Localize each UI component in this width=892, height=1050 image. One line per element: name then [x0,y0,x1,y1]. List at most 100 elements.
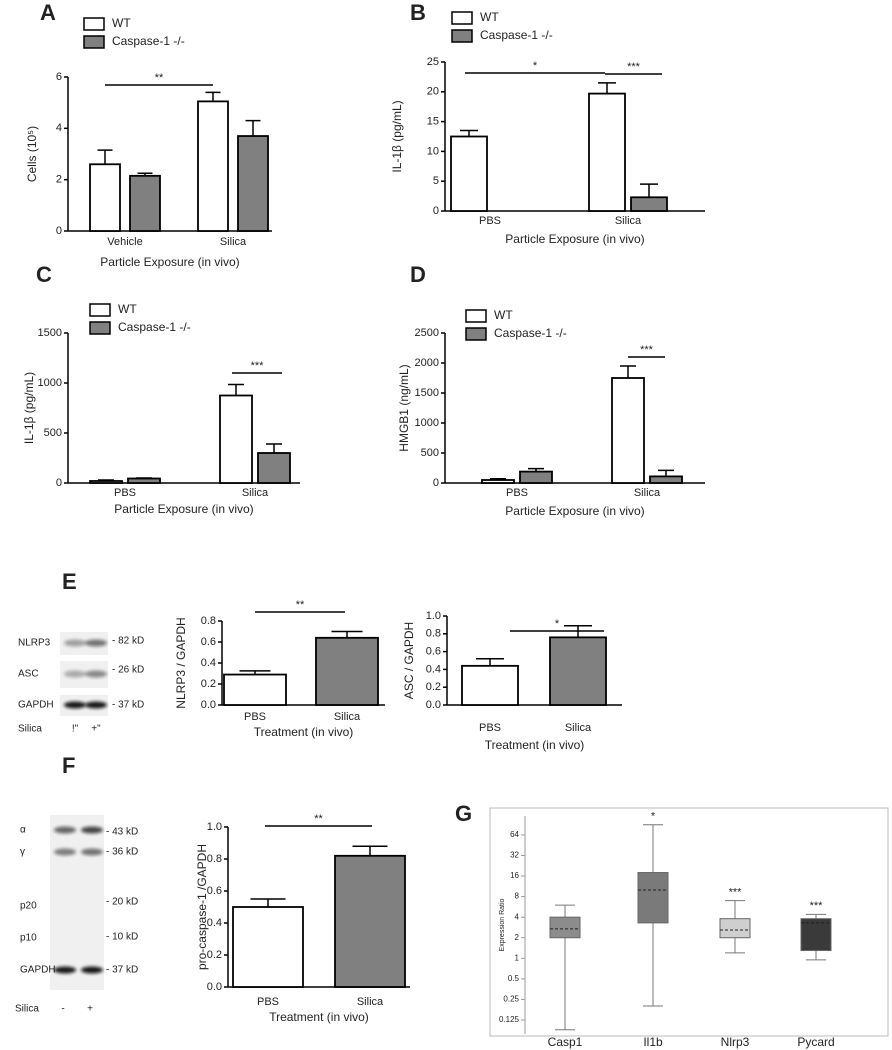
y-tick-label: 500 [44,427,62,439]
blot-band [81,848,103,856]
error-bar [352,845,388,856]
bar [197,100,229,232]
y-tick-label: 1500 [415,387,439,399]
significance-label: ** [155,72,164,84]
blot-size-label: - 26 kD [112,665,144,676]
blot-row-label: GAPDH [20,965,56,976]
y-tick-label: 0.0 [207,981,222,993]
legend-label: Caspase-1 -/- [494,326,567,340]
blot-row-label: NLRP3 [18,638,51,649]
legend-label: WT [494,308,513,322]
bar [219,394,253,484]
y-tick-label: 0.6 [201,636,216,648]
blot-size-label: - 20 kD [106,897,138,908]
y-axis-label: Cells (10⁵) [25,126,39,182]
error-bar [476,657,504,666]
x-tick-label: Il1b [643,1035,663,1049]
bar [257,452,291,484]
y-tick-label: 1 [515,953,520,962]
y-tick-label: 0.8 [426,628,441,640]
y-tick-label: 1000 [38,377,62,389]
blot-band [54,848,76,856]
y-axis-label: ASC / GAPDH [402,622,416,699]
error-bar [250,898,286,907]
panel-label: C [36,262,52,287]
whisker-lower [643,922,663,1007]
x-tick-label: PBS [257,996,279,1008]
blot-band [85,701,107,709]
bar [461,664,519,706]
bar [89,480,123,484]
blot-membrane [50,815,104,990]
legend-swatch [465,309,487,323]
x-tick-label: Silica [242,487,269,499]
blot-lane-label: + [87,1004,93,1015]
error-bar [136,477,152,479]
y-axis-label: NLRP3 / GAPDH [174,617,188,708]
y-tick-label: 0.2 [207,949,222,961]
legend-label: WT [480,10,499,24]
x-axis-label: Particle Exposure (in vivo) [505,504,644,518]
box [800,918,832,952]
y-tick-label: 4 [515,912,520,921]
panel-label: B [410,0,426,25]
y-tick-label: 5 [433,175,439,187]
legend-swatch [83,35,105,49]
error-bar [245,119,261,137]
y-tick-label: 0.0 [201,699,216,711]
y-tick-label: 0.2 [201,678,216,690]
y-axis-label: IL-1β (pg/mL) [390,100,404,172]
blot-lane-label: - [61,1004,64,1015]
y-tick-label: 0 [433,477,439,489]
error-bar [98,479,114,481]
bar [611,377,645,484]
y-tick-label: 25 [427,56,439,68]
y-tick-label: 0.0 [426,699,441,711]
error-bar [460,129,478,137]
y-tick-label: 0.8 [207,853,222,865]
bar [89,163,121,232]
y-axis-label: pro-caspase-1 /GAPDH [195,844,209,970]
legend-swatch [89,303,111,317]
error-bar [97,149,113,165]
error-bar [640,183,658,198]
whisker-lower [806,950,826,961]
significance-label: *** [627,61,641,73]
error-bar [137,172,153,176]
panel-label: G [455,801,472,826]
error-bar [598,82,616,94]
significance-label: ** [296,599,305,611]
x-axis-label: Treatment (in vivo) [254,725,354,739]
legend-swatch [451,29,473,43]
blot-size-label: - 43 kD [106,827,138,838]
blot-band [81,966,103,974]
error-bar [658,469,674,477]
y-tick-label: 0.4 [207,917,222,929]
x-tick-label: PBS [506,487,528,499]
legend-label: Caspase-1 -/- [112,34,185,48]
x-tick-label: Silica [615,215,642,227]
box [637,872,669,924]
blot-band [64,670,86,678]
x-tick-label: PBS [479,215,501,227]
blot-size-label: - 10 kD [106,932,138,943]
blot-treatment-label: Silica [15,1004,39,1015]
y-tick-label: 4 [56,122,62,134]
x-tick-label: Silica [357,996,384,1008]
y-tick-label: 2 [56,174,62,186]
y-tick-label: 0 [56,477,62,489]
y-tick-label: 1000 [415,417,439,429]
y-axis-label: IL-1β (pg/mL) [22,372,36,444]
blot-band [85,639,107,647]
blot-size-label: - 36 kD [106,847,138,858]
x-axis-label: Particle Exposure (in vivo) [114,502,253,516]
bar [223,673,287,706]
blot-row-label: γ [20,847,25,858]
y-tick-label: 15 [427,116,439,128]
blot-size-label: - 82 kD [112,636,144,647]
blot-row-label: p20 [20,901,37,912]
bar [232,906,304,988]
x-tick-label: Nlrp3 [721,1035,750,1049]
y-tick-label: 32 [510,851,519,860]
